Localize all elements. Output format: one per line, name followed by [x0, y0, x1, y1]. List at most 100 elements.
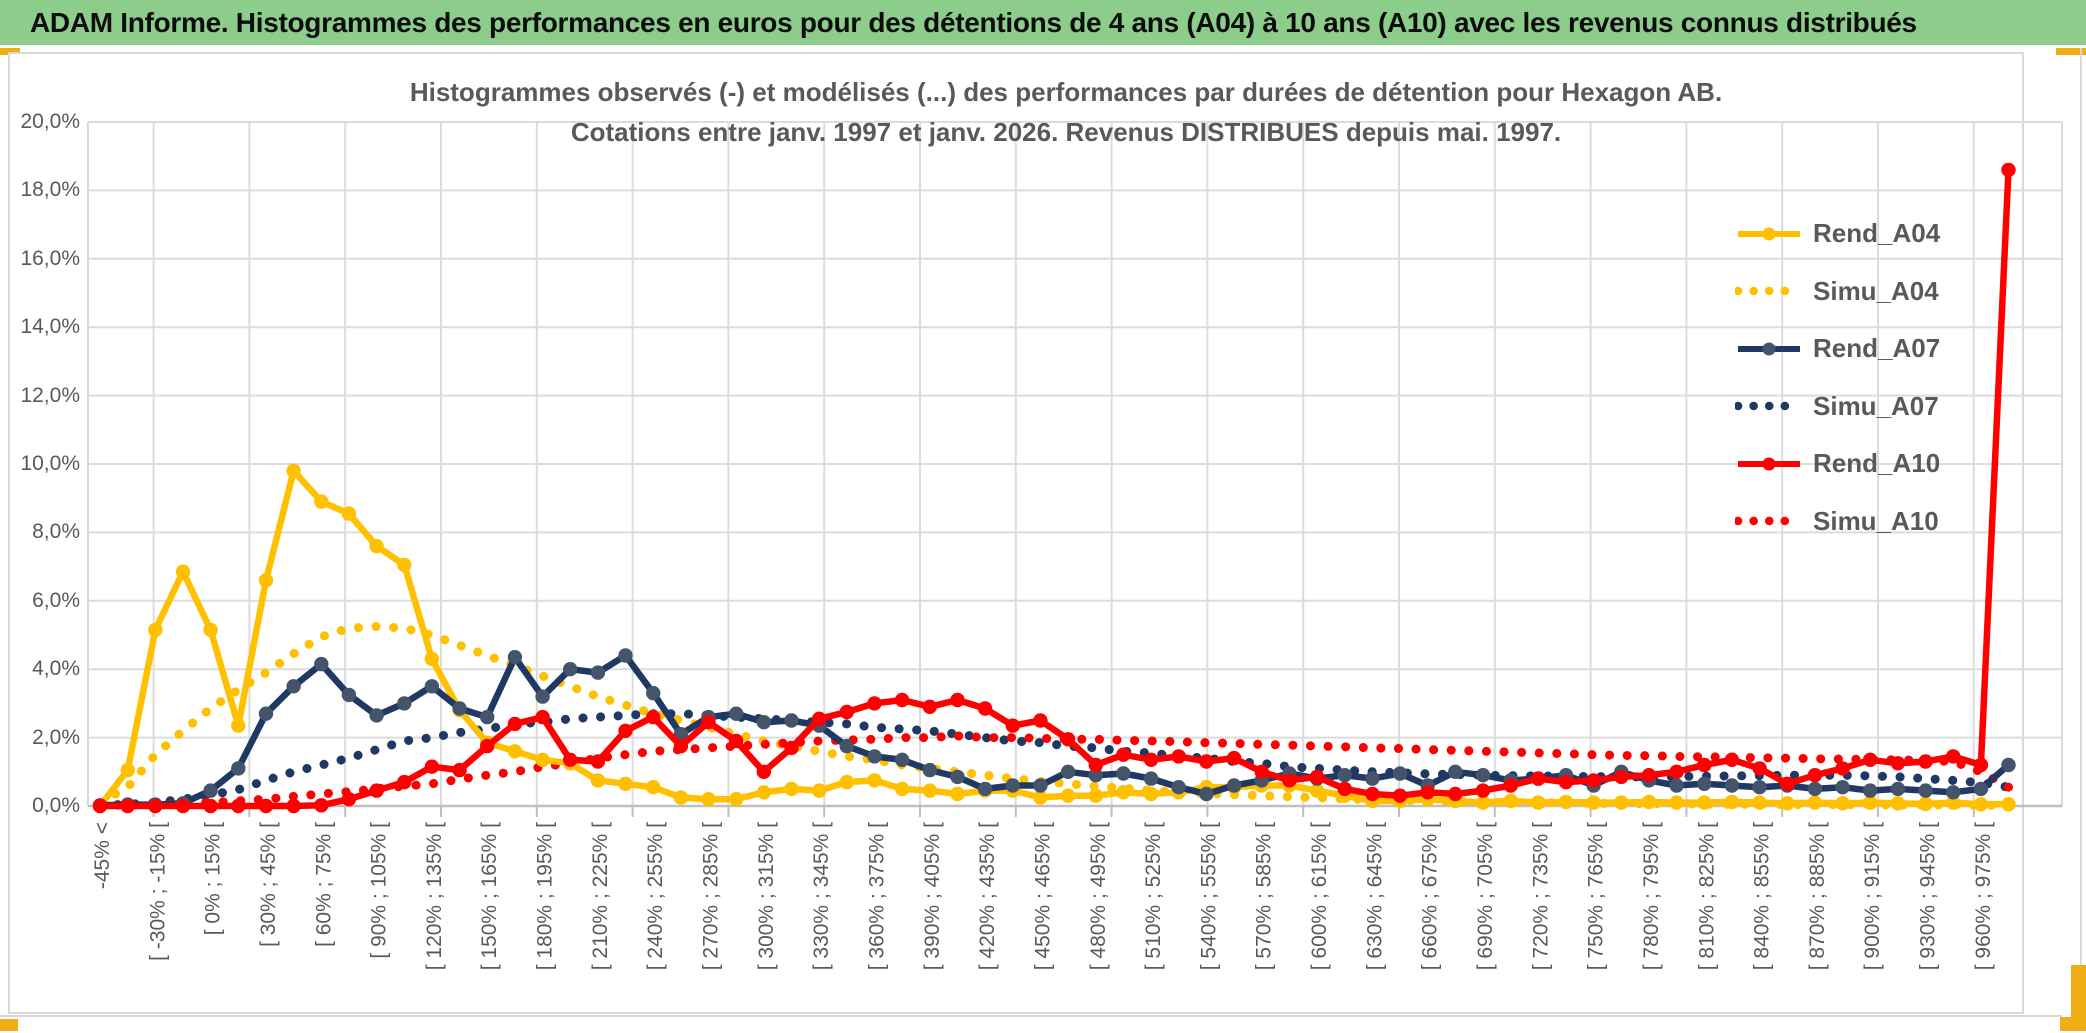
x-axis-label: [ 660% ; 675% [	[1419, 822, 1442, 970]
marker-Rend_A07	[1060, 764, 1076, 779]
x-axis-label: [ 0% ; 15% [	[202, 822, 225, 935]
x-axis-label: [ 840% ; 855% [	[1751, 822, 1774, 970]
x-axis-label: [ 900% ; 915% [	[1861, 822, 1884, 970]
marker-Rend_A07	[1116, 766, 1131, 781]
marker-Rend_A10	[1807, 768, 1823, 783]
x-axis-label: [ 720% ; 735% [	[1529, 822, 1552, 970]
gold-accent-bottom-right	[2060, 1017, 2086, 1031]
series-line-Rend_A07	[99, 652, 2011, 809]
x-axis-label: [ 960% ; 975% [	[1972, 822, 1995, 970]
marker-Rend_A04	[1641, 794, 1657, 810]
marker-Rend_A04	[507, 744, 523, 759]
x-axis-label: [ 390% ; 405% [	[921, 822, 944, 970]
marker-Rend_A04	[397, 557, 412, 573]
chart-title: Histogrammes observés (-) et modélisés (…	[96, 72, 2036, 152]
y-axis-label: 4,0%	[32, 657, 80, 681]
marker-Rend_A04	[1724, 794, 1740, 810]
marker-Rend_A10	[618, 723, 633, 738]
marker-Rend_A07	[1005, 778, 1020, 793]
marker-Rend_A10	[1171, 749, 1186, 764]
x-axis-label: [ 450% ; 465% [	[1031, 822, 1054, 970]
marker-Rend_A07	[867, 749, 882, 764]
y-axis-label: 0,0%	[32, 794, 80, 817]
marker-Rend_A10	[369, 783, 384, 798]
marker-Rend_A07	[424, 679, 440, 694]
marker-Rend_A10	[729, 733, 744, 749]
marker-Rend_A04	[1973, 797, 1989, 812]
marker-Rend_A04	[756, 785, 771, 800]
x-axis-label: [ 90% ; 105% [	[368, 822, 391, 959]
marker-Rend_A07	[1033, 778, 1048, 793]
marker-Rend_A07	[1724, 778, 1740, 793]
x-axis-label: [ 60% ; 75% [	[312, 822, 335, 947]
x-axis-label: [ 270% ; 285% [	[700, 822, 723, 970]
marker-Rend_A10	[1088, 757, 1104, 773]
chart-legend: Rend_A04 Simu_A04 Rend_A07 Simu_A07 Rend_A10…	[1735, 205, 1940, 550]
marker-Rend_A10	[1282, 773, 1297, 788]
marker-Rend_A10	[894, 692, 910, 708]
marker-Rend_A10	[1697, 757, 1712, 773]
y-axis-label: 8,0%	[32, 520, 80, 544]
marker-Rend_A10	[203, 798, 218, 814]
marker-Rend_A10	[92, 798, 108, 814]
marker-Rend_A04	[1614, 795, 1629, 810]
gold-accent-top-right	[2056, 48, 2086, 55]
marker-Rend_A10	[1890, 756, 1906, 771]
marker-Rend_A07	[1199, 786, 1214, 802]
x-axis-label: [ 420% ; 435% [	[976, 822, 999, 970]
marker-Rend_A07	[894, 752, 910, 767]
marker-Rend_A04	[784, 781, 799, 797]
marker-Rend_A07	[1448, 764, 1463, 779]
legend-dotted-line-sample	[1735, 402, 1803, 411]
gold-accent-bottom-left	[0, 1019, 18, 1031]
x-axis-label: [ 780% ; 795% [	[1640, 822, 1663, 970]
marker-Rend_A10	[148, 798, 163, 814]
marker-Rend_A04	[1835, 796, 1850, 811]
marker-Rend_A07	[2001, 757, 2016, 773]
x-axis-label: [ 300% ; 315% [	[755, 822, 778, 970]
marker-Rend_A04	[1863, 795, 1878, 810]
marker-Rend_A10	[1669, 764, 1684, 779]
series-line-Simu_A07	[95, 709, 2013, 810]
marker-Rend_A10	[1475, 783, 1491, 798]
marker-Rend_A04	[1558, 794, 1574, 810]
marker-Rend_A04	[1586, 795, 1601, 810]
marker-Rend_A04	[424, 651, 440, 667]
marker-Rend_A10	[231, 798, 246, 814]
x-axis-label: [ 600% ; 615% [	[1308, 822, 1331, 970]
marker-Rend_A07	[1863, 783, 1878, 798]
marker-Rend_A04	[1033, 790, 1048, 805]
marker-Rend_A04	[618, 776, 633, 791]
marker-Rend_A10	[1116, 747, 1131, 762]
marker-Rend_A04	[1807, 795, 1823, 810]
x-axis-label: -45% <	[91, 822, 114, 889]
x-axis-label: [ 360% ; 375% [	[865, 822, 888, 970]
marker-Rend_A10	[977, 701, 993, 716]
marker-Rend_A10	[1503, 778, 1518, 793]
y-axis-label: 12,0%	[20, 383, 80, 407]
marker-Rend_A04	[1890, 796, 1906, 811]
marker-Rend_A07	[1835, 780, 1850, 795]
marker-Rend_A10	[1752, 761, 1767, 776]
marker-Rend_A10	[839, 704, 854, 720]
marker-Rend_A07	[563, 662, 578, 677]
marker-Rend_A07	[286, 679, 301, 694]
marker-Rend_A10	[673, 738, 689, 754]
marker-Rend_A10	[1226, 750, 1242, 766]
marker-Rend_A10	[563, 752, 578, 767]
marker-Rend_A10	[756, 764, 771, 779]
gold-accent-top-left	[0, 48, 20, 55]
marker-Rend_A04	[590, 773, 606, 788]
x-axis-label: [ 810% ; 825% [	[1695, 822, 1718, 970]
marker-Rend_A04	[1918, 796, 1933, 812]
x-axis-label: [ 540% ; 555% [	[1197, 822, 1220, 970]
marker-Rend_A04	[1503, 793, 1518, 809]
marker-Rend_A10	[1558, 774, 1574, 790]
marker-Rend_A07	[839, 738, 854, 754]
legend-item-Simu_A04: Simu_A04	[1735, 263, 1940, 321]
marker-Rend_A10	[1033, 713, 1048, 728]
marker-Rend_A07	[397, 696, 412, 711]
marker-Rend_A07	[369, 708, 384, 723]
